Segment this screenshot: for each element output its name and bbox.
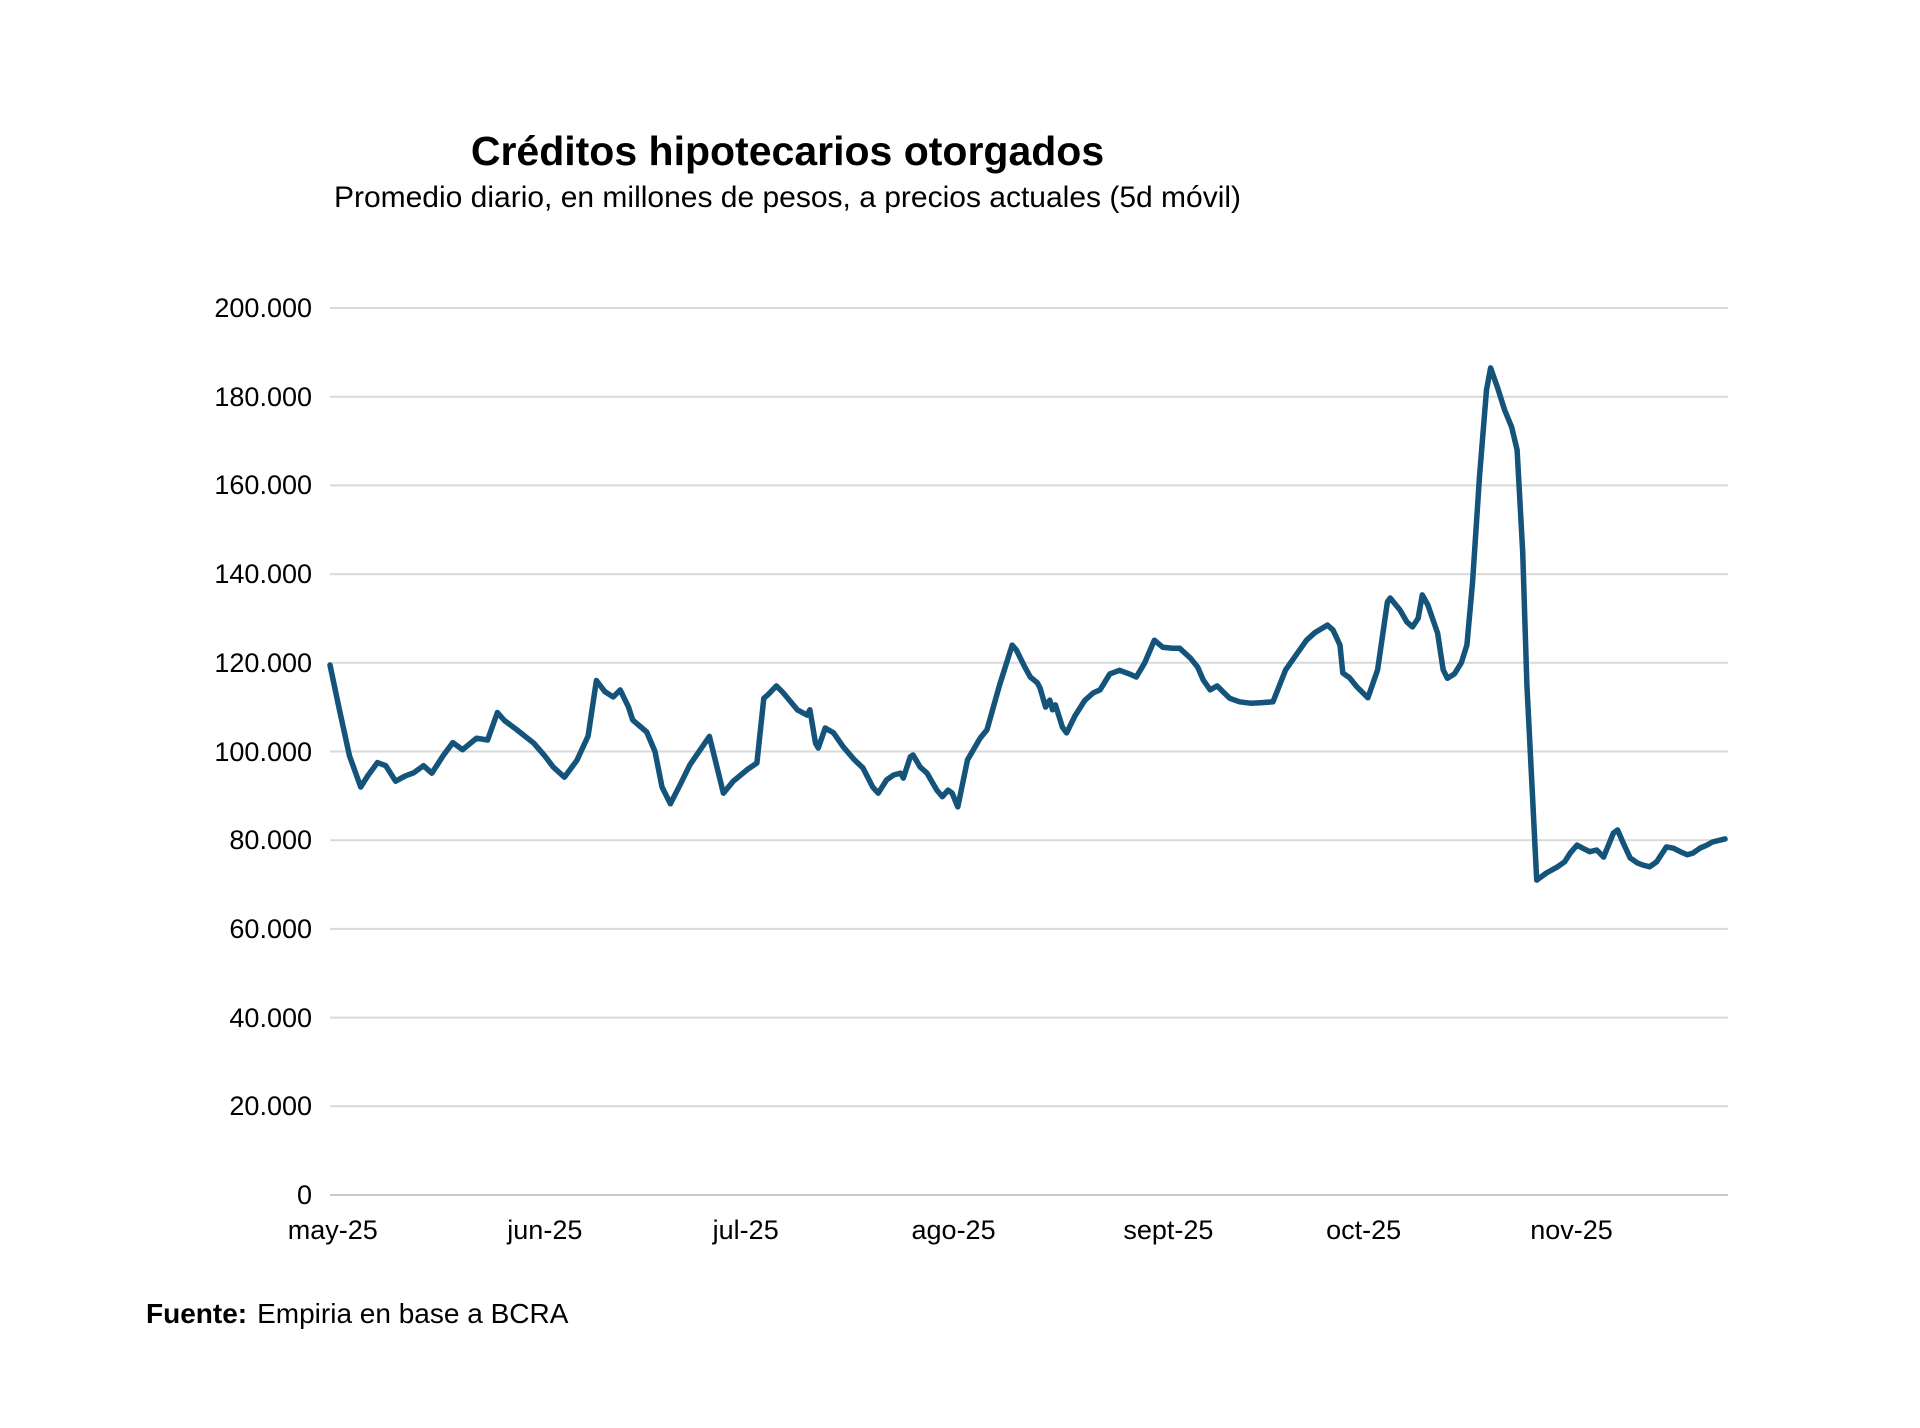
y-tick-label: 100.000 xyxy=(214,736,312,767)
x-tick-label: nov-25 xyxy=(1530,1215,1613,1245)
source-line: Fuente: Empiria en base a BCRA xyxy=(146,1298,568,1330)
y-tick-label: 60.000 xyxy=(229,913,312,944)
x-tick-label: sept-25 xyxy=(1123,1215,1214,1245)
y-tick-label: 120.000 xyxy=(214,647,312,678)
y-tick-label: 0 xyxy=(296,1180,312,1210)
y-tick-label: 40.000 xyxy=(229,1002,312,1033)
y-tick-label: 200.000 xyxy=(214,293,312,323)
source-text: Empiria en base a BCRA xyxy=(257,1298,569,1329)
x-tick-label: jun-25 xyxy=(507,1215,583,1245)
x-tick-label: jul-25 xyxy=(712,1215,779,1245)
source-label: Fuente: xyxy=(146,1298,248,1329)
x-tick-label: oct-25 xyxy=(1326,1215,1402,1245)
y-tick-label: 80.000 xyxy=(229,825,312,856)
y-tick-label: 140.000 xyxy=(214,559,312,590)
y-tick-label: 180.000 xyxy=(214,381,312,412)
chart-subtitle: Promedio diario, en millones de pesos, a… xyxy=(333,181,1242,214)
y-tick-label: 160.000 xyxy=(214,470,312,501)
series-line xyxy=(327,365,1728,883)
title-block: Créditos hipotecarios otorgados Promedio… xyxy=(0,128,1575,215)
x-tick-label: may-25 xyxy=(287,1215,378,1245)
y-tick-label: 20.000 xyxy=(229,1091,312,1122)
x-tick-label: ago-25 xyxy=(911,1215,996,1245)
chart-title: Créditos hipotecarios otorgados xyxy=(470,128,1105,174)
